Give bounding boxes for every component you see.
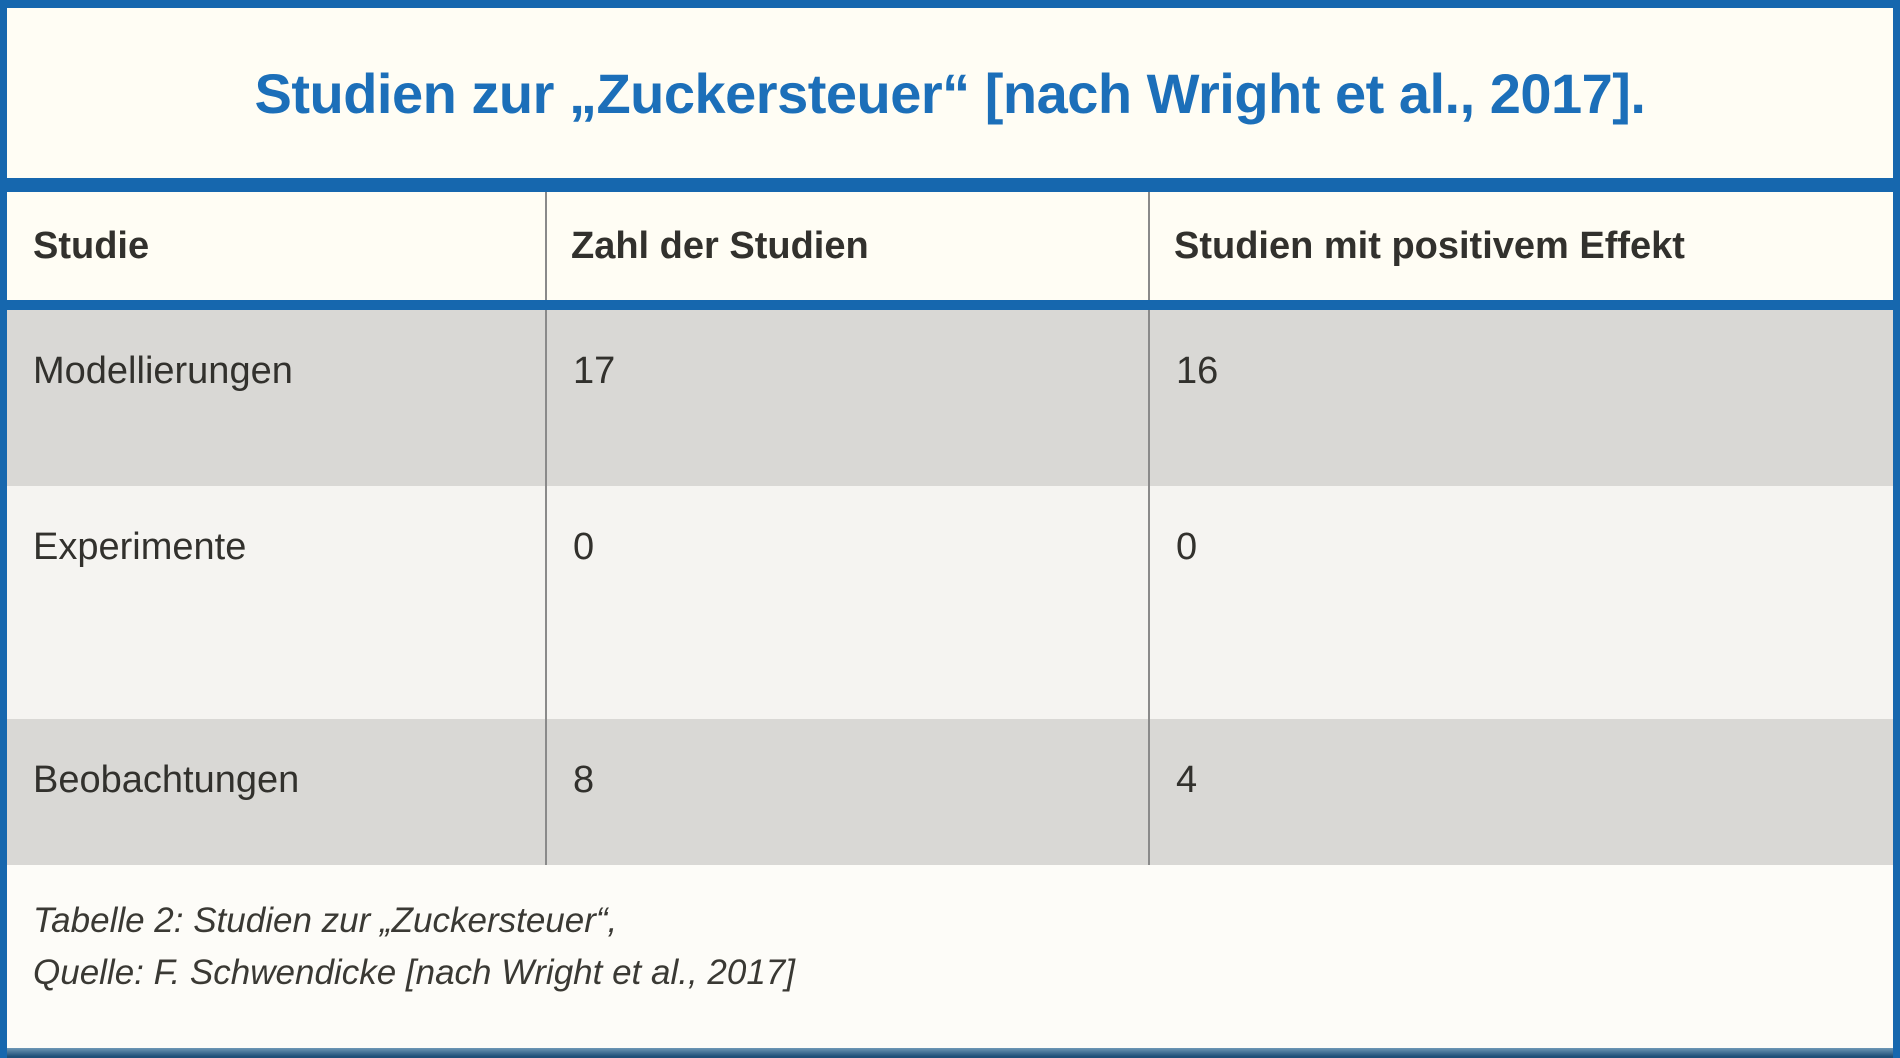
row-label-cell: Experimente (33, 526, 247, 568)
table-header-row: Studie Zahl der Studien Studien mit posi… (7, 192, 1893, 300)
num-studies-cell: 17 (545, 310, 1148, 486)
col-header-zahl-der-studien: Zahl der Studien (545, 192, 1148, 300)
num-studies-cell: 0 (545, 486, 1148, 719)
table-row-modellierungen: Modellierungen 17 16 (7, 310, 1893, 486)
col-header-positiver-effekt: Studien mit positivem Effekt (1148, 192, 1893, 300)
title-divider-rule (7, 178, 1893, 192)
num-studies-cell: 8 (545, 719, 1148, 865)
table-row-experimente: Experimente 0 0 (7, 486, 1893, 719)
table-caption: Tabelle 2: Studien zur „Zuckersteuer“, Q… (7, 865, 1893, 1048)
positive-studies-cell: 16 (1148, 310, 1893, 486)
header-divider-rule (7, 300, 1893, 310)
figure-title-area: Studien zur „Zuckersteuer“ [nach Wright … (7, 8, 1893, 178)
row-label-cell: Beobachtungen (33, 759, 300, 801)
table-row-beobachtungen: Beobachtungen 8 4 (7, 719, 1893, 865)
table-caption-line1: Tabelle 2: Studien zur „Zuckersteuer“, (33, 901, 618, 940)
row-label-cell: Modellierungen (33, 350, 293, 392)
table-caption-line2: Quelle: F. Schwendicke [nach Wright et a… (33, 953, 795, 992)
bottom-border-bar (7, 1048, 1893, 1058)
positive-studies-cell: 4 (1148, 719, 1893, 865)
figure-title: Studien zur „Zuckersteuer“ [nach Wright … (254, 61, 1646, 125)
col-header-studie: Studie (33, 224, 150, 267)
positive-studies-cell: 0 (1148, 486, 1893, 719)
